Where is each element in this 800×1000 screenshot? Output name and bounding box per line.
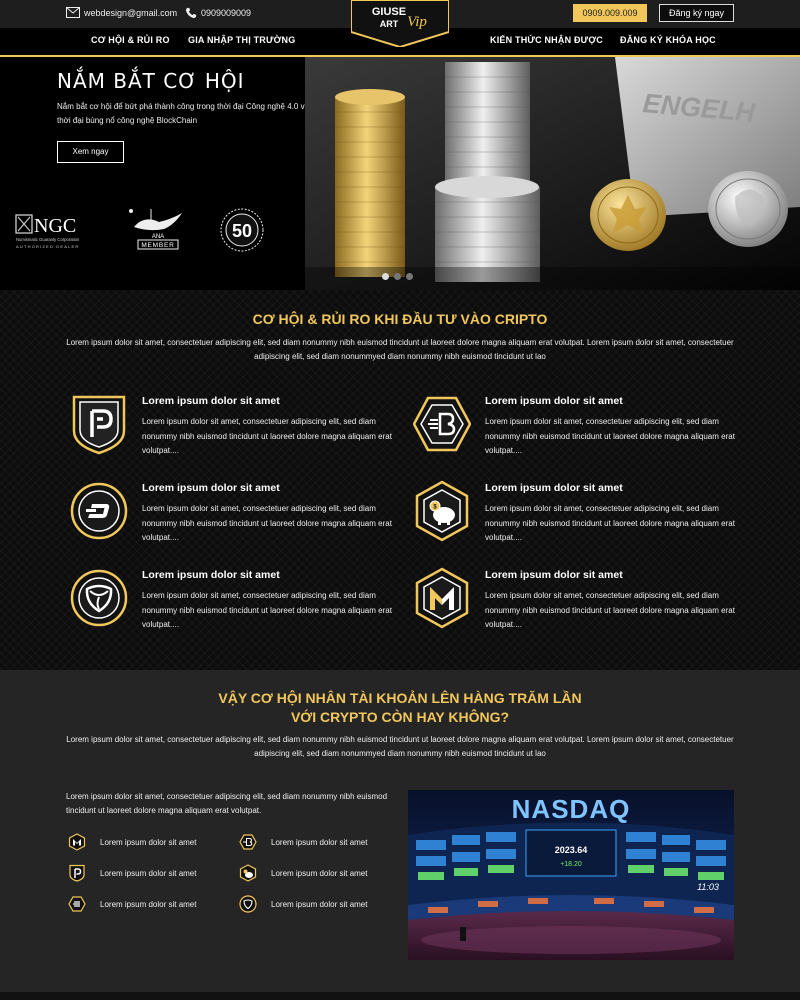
feature-title: Lorem ipsum dolor sit amet [142,569,280,581]
mail-icon [66,7,80,18]
nasdaq-change: +18.20 [560,861,582,868]
mini-list-label: Lorem ipsum dolor sit amet [100,837,197,847]
ana-member-text: MEMBER [141,242,174,249]
svg-text:$: $ [433,505,437,511]
monero-icon [68,833,86,851]
partner-logos: NGC Numismatic Guaranty Corporation AUTH… [15,208,264,252]
hero-text: Nắm bắt cơ hội để bứt phá thành công tro… [57,102,310,125]
nasdaq-ticker: 2023.64 [555,845,588,855]
feature-title: Lorem ipsum dolor sit amet [142,395,280,407]
piggy-bank-icon: $ [415,480,469,542]
coins-image: ENGELH [305,57,800,290]
mini-list-item: Lorem ipsum dolor sit amet [239,833,367,851]
hero-content: NẮM BẮT CƠ HỘI Nắm bắt cơ hội để bứt phá… [0,57,309,290]
feature-text: Lorem ipsum dolor sit amet, consectetuer… [485,591,735,629]
piggy-bank-icon [239,864,257,882]
nav-item-register-course[interactable]: ĐĂNG KÝ KHÓA HỌC [620,35,716,45]
nav-item-opportunities[interactable]: CƠ HỘI & RỦI RO [91,35,170,45]
nasdaq-sign: NASDAQ [512,794,631,824]
fifty-text: 50 [232,221,252,241]
ngc-subtext2: AUTHORIZED DEALER [16,244,80,249]
feature-item: Lorem ipsum dolor sit amet Lorem ipsum d… [70,567,400,647]
feature-item: Lorem ipsum dolor sit amet Lorem ipsum d… [70,393,400,473]
mini-list-label: Lorem ipsum dolor sit amet [271,868,368,878]
phone-icon [185,7,197,19]
peercoin-icon [69,864,85,882]
feature-title: Lorem ipsum dolor sit amet [485,482,623,494]
email-contact[interactable]: webdesign@gmail.com [66,7,177,18]
nem-icon [239,895,257,913]
hero-title: NẮM BẮT CƠ HỘI [57,69,245,93]
mini-list-label: Lorem ipsum dolor sit amet [271,899,368,909]
feature-text: Lorem ipsum dolor sit amet, consectetuer… [142,504,392,542]
mini-list-item: Lorem ipsum dolor sit amet [68,833,196,851]
mini-list-label: Lorem ipsum dolor sit amet [100,899,197,909]
peercoin-icon [72,395,126,455]
email-text: webdesign@gmail.com [84,7,178,18]
ngc-logo: NGC Numismatic Guaranty Corporation AUTH… [15,214,80,249]
hotline-button[interactable]: 0909.009.009 [573,4,647,22]
mini-list-item: Lorem ipsum dolor sit amet [239,864,367,882]
fifty-years-badge: 50 [220,208,264,252]
crypto-question-section: VẬY CƠ HỘI NHÂN TÀI KHOẢN LÊN HÀNG TRĂM … [0,670,800,1000]
ana-text: ANA [152,234,164,240]
feature-text: Lorem ipsum dolor sit amet, consectetuer… [142,417,392,455]
nav-item-join-market[interactable]: GIA NHẬP THỊ TRƯỜNG [188,35,296,45]
opportunities-section: CƠ HỘI & RỦI RO KHI ĐẦU TƯ VÀO CRIPTO Lo… [0,290,800,670]
slider-dots [382,273,413,280]
feature-item: Lorem ipsum dolor sit amet Lorem ipsum d… [413,393,743,473]
mini-list-item: Lorem ipsum dolor sit amet [239,895,367,913]
section3-description: Lorem ipsum dolor sit amet, consectetuer… [66,735,734,758]
phone-text: 0909009009 [201,8,252,18]
ngc-subtext: Numismatic Guaranty Corporation [16,237,80,242]
logo-line2: ART [380,19,399,29]
mini-list-item: Lorem ipsum dolor sit amet [68,864,196,882]
mini-list-item: Lorem ipsum dolor sit amet [68,895,196,913]
mini-list-label: Lorem ipsum dolor sit amet [100,868,197,878]
logo-script: Vip [407,14,427,30]
nasdaq-time: 11:03 [697,882,719,892]
slider-dot-3[interactable] [406,273,413,280]
feature-text: Lorem ipsum dolor sit amet, consectetuer… [142,591,392,629]
feature-item: Lorem ipsum dolor sit amet Lorem ipsum d… [70,480,400,560]
section3-text: Lorem ipsum dolor sit amet, consectetuer… [66,792,388,815]
site-logo[interactable]: GIUSE ART Vip [351,0,449,47]
ngc-text: NGC [34,215,76,237]
logo-line1: GIUSE [372,6,406,18]
bitcoin-cash-icon [68,896,86,912]
mini-list-label: Lorem ipsum dolor sit amet [271,837,368,847]
slider-dot-1[interactable] [382,273,389,280]
view-now-button[interactable]: Xem ngay [57,141,124,163]
feature-text: Lorem ipsum dolor sit amet, consectetuer… [485,417,735,455]
feature-item: Lorem ipsum dolor sit amet Lorem ipsum d… [413,567,743,647]
feature-text: Lorem ipsum dolor sit amet, consectetuer… [485,504,735,542]
section3-title-line1: VẬY CƠ HỘI NHÂN TÀI KHOẢN LÊN HÀNG TRĂM … [218,690,582,706]
feature-item: $ Lorem ipsum dolor sit amet Lorem ipsum… [413,480,743,560]
ana-logo: ANA MEMBER [129,209,182,250]
nav-item-knowledge[interactable]: KIẾN THỨC NHẬN ĐƯỢC [490,35,603,45]
bytecoin-icon [239,834,257,850]
feature-title: Lorem ipsum dolor sit amet [485,395,623,407]
slider-dot-2[interactable] [394,273,401,280]
feature-title: Lorem ipsum dolor sit amet [142,482,280,494]
bytecoin-icon [413,396,471,452]
section-description: Lorem ipsum dolor sit amet, consectetuer… [66,338,734,361]
nem-icon [70,569,128,627]
section-title: CƠ HỘI & RỦI RO KHI ĐẦU TƯ VÀO CRIPTO [252,311,548,327]
section3-title-line2: VỚI CRYPTO CÒN HAY KHÔNG? [290,709,510,725]
dash-icon [70,482,128,540]
monero-icon [415,567,469,629]
phone-contact[interactable]: 0909009009 [185,7,251,19]
register-now-button[interactable]: Đăng ký ngay [659,4,734,22]
footer-strip [0,992,800,1000]
nasdaq-image: NASDAQ 2023.64 +18.20 11:03 [408,790,734,960]
feature-title: Lorem ipsum dolor sit amet [485,569,623,581]
hero-banner: NẮM BẮT CƠ HỘI Nắm bắt cơ hội để bứt phá… [0,57,800,290]
